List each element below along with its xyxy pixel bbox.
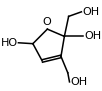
- Text: OH: OH: [70, 77, 87, 87]
- Text: O: O: [43, 17, 51, 27]
- Text: HO: HO: [0, 38, 18, 48]
- Text: OH: OH: [84, 31, 101, 41]
- Text: OH: OH: [82, 7, 99, 17]
